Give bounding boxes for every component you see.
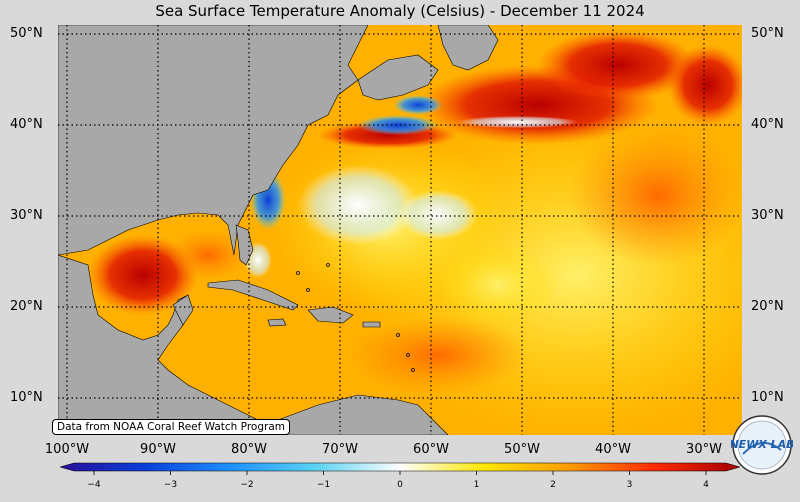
lon-label-60w: 60°W: [413, 442, 449, 457]
colorbar-ramp: [58, 462, 742, 472]
lat-label-20n-right: 20°N: [751, 299, 784, 314]
lon-label-80w: 80°W: [231, 442, 267, 457]
lon-label-40w: 40°W: [595, 442, 631, 457]
colorbar-tick-label: −3: [164, 480, 177, 490]
sst-anomaly-map: [58, 25, 742, 435]
lat-label-40n-left: 40°N: [10, 117, 43, 132]
logo-text: NEWX LAB: [731, 438, 793, 451]
lat-label-20n-left: 20°N: [10, 299, 43, 314]
lon-label-90w: 90°W: [140, 442, 176, 457]
map-canvas: [58, 25, 742, 435]
lon-label-30w: 30°W: [686, 442, 722, 457]
colorbar-tick-label: 3: [627, 480, 633, 490]
colorbar-tick-label: 4: [703, 480, 709, 490]
anomaly-field: [58, 30, 742, 435]
lat-label-10n-left: 10°N: [10, 390, 43, 405]
map-title: Sea Surface Temperature Anomaly (Celsius…: [155, 2, 645, 20]
lat-label-50n-left: 50°N: [10, 26, 43, 41]
lat-label-30n-right: 30°N: [751, 208, 784, 223]
colorbar-tick-label: 0: [397, 480, 403, 490]
lon-label-50w: 50°W: [504, 442, 540, 457]
colorbar-tick-label: −4: [87, 480, 101, 490]
lat-label-50n-right: 50°N: [751, 26, 784, 41]
lon-label-70w: 70°W: [322, 442, 358, 457]
lon-label-100w: 100°W: [44, 442, 90, 457]
data-credit-label: Data from NOAA Coral Reef Watch Program: [52, 419, 290, 435]
lat-label-30n-left: 30°N: [10, 208, 43, 223]
colorbar-tick-label: 1: [474, 480, 480, 490]
islands: [296, 263, 415, 372]
colorbar-tick-label: 2: [550, 480, 556, 490]
lat-label-40n-right: 40°N: [751, 117, 784, 132]
colorbar-tick-label: −2: [240, 480, 253, 490]
colorbar-tick-label: −1: [317, 480, 330, 490]
lat-label-10n-right: 10°N: [751, 390, 784, 405]
land: [58, 25, 499, 435]
colorbar: −4 −3 −2 −1 0 1 2 3 4: [58, 462, 742, 498]
newxlab-logo: NEWX LAB: [729, 414, 795, 476]
graticule: [58, 25, 742, 435]
